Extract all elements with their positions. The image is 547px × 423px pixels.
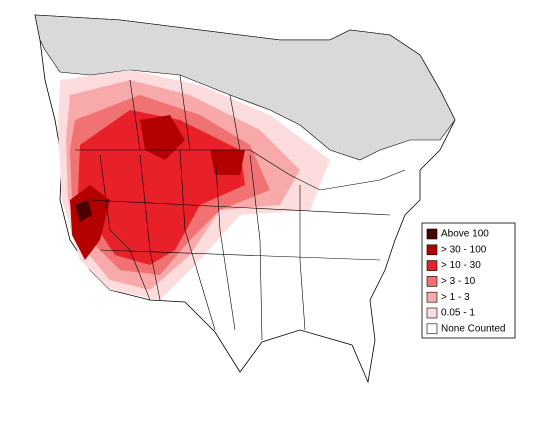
border-line [179, 149, 216, 331]
border-line [249, 154, 263, 341]
border-line [99, 249, 381, 261]
legend-label: > 3 - 10 [441, 276, 476, 287]
border-line [214, 149, 236, 331]
legend-label: 0.05 - 1 [441, 308, 475, 319]
no-data-region [34, 14, 456, 161]
abundance-shading [58, 70, 330, 300]
legend-label: > 1 - 3 [441, 292, 470, 303]
border-line [299, 185, 306, 331]
range-top [75, 200, 92, 222]
borders [75, 74, 406, 341]
range-high [78, 110, 245, 265]
legend-label: > 30 - 100 [441, 244, 487, 255]
border-line [129, 79, 141, 151]
legend-box [421, 222, 516, 339]
legend-swatch [426, 228, 438, 240]
legend-swatch [426, 323, 438, 335]
legend-label: > 10 - 30 [441, 260, 481, 271]
legend-label: Above 100 [441, 229, 489, 240]
legend-label: None Counted [441, 323, 506, 334]
legend-swatch [426, 307, 438, 319]
legend: Above 100 > 30 - 100 > 10 - 30 > 3 - 10 > 1 … [421, 222, 516, 339]
legend-swatch [426, 276, 438, 287]
legend-swatch [426, 244, 438, 256]
border-line [139, 154, 161, 301]
range-very-high [70, 115, 245, 260]
border-line [89, 199, 391, 216]
border-line [229, 94, 241, 151]
legend-swatch [426, 260, 438, 271]
border-line [99, 154, 151, 301]
border-line [75, 149, 406, 191]
border-line [179, 74, 191, 151]
legend-swatch [426, 291, 438, 303]
